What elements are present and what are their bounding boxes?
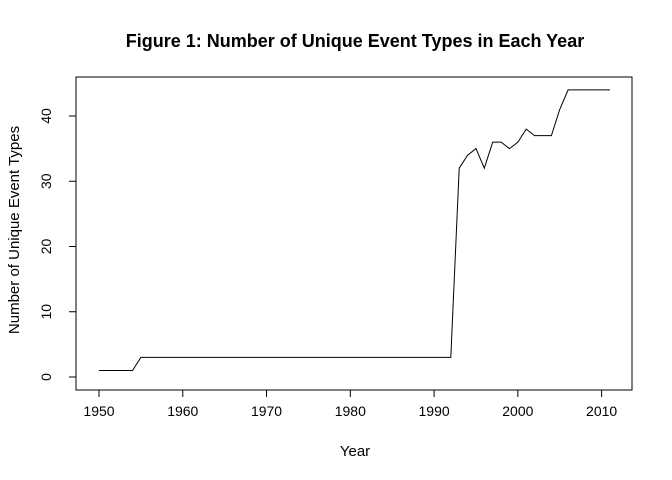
x-tick-label: 1950 [83, 403, 114, 419]
y-tick-label: 0 [38, 373, 54, 381]
y-axis-label: Number of Unique Event Types [6, 126, 23, 334]
y-tick-label: 20 [38, 239, 54, 255]
x-tick-label: 1980 [335, 403, 366, 419]
x-tick-label: 1970 [251, 403, 282, 419]
y-axis: 0 10 20 30 40 [38, 108, 77, 381]
x-axis: 1950 1960 1970 1980 1990 2000 2010 [83, 389, 617, 419]
x-axis-label: Year [340, 443, 370, 460]
x-tick-label: 2010 [586, 403, 617, 419]
chart-title: Figure 1: Number of Unique Event Types i… [126, 31, 584, 51]
plot-area [75, 76, 633, 391]
y-tick-label: 40 [38, 108, 54, 124]
series-line [99, 89, 610, 371]
y-tick-label: 10 [38, 304, 54, 320]
x-tick-label: 2000 [502, 403, 533, 419]
x-tick-label: 1960 [167, 403, 198, 419]
series-group [99, 89, 610, 371]
x-tick-label: 1990 [419, 403, 450, 419]
y-tick-label: 30 [38, 173, 54, 189]
